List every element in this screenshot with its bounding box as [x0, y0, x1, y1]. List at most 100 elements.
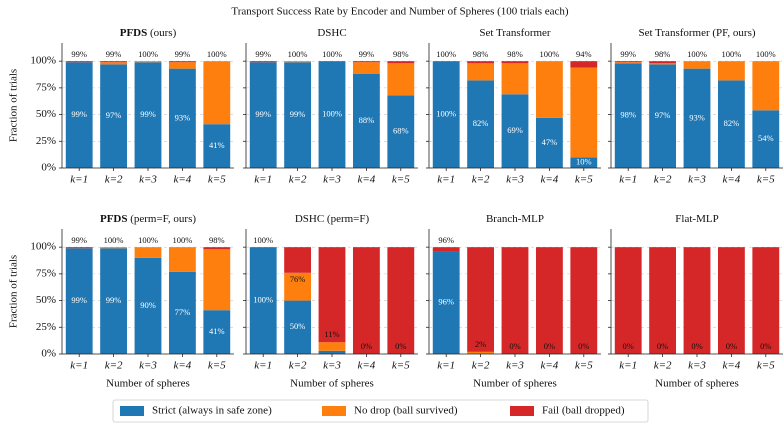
- total-label: 99%: [620, 49, 636, 59]
- x-tick-label: k=2: [472, 174, 490, 186]
- bar-segment: [387, 63, 415, 96]
- bar-segment: [134, 247, 162, 258]
- segment-label: 99%: [140, 109, 156, 119]
- x-tick-label: k=4: [173, 174, 191, 186]
- segment-label: 99%: [71, 109, 87, 119]
- bar-segment: [168, 271, 196, 354]
- x-tick-label: k=1: [254, 360, 272, 372]
- total-label: 0%: [726, 341, 737, 351]
- segment-label: 41%: [209, 326, 225, 336]
- panel-title-text: Set Transformer: [479, 27, 551, 39]
- x-tick-label: k=1: [619, 360, 637, 372]
- y-tick-label: 50%: [36, 294, 56, 306]
- x-tick-label: k=3: [506, 360, 524, 372]
- x-tick-label: k=4: [357, 174, 375, 186]
- total-label: 94%: [576, 49, 592, 59]
- total-label: 100%: [436, 49, 456, 59]
- bar-segment: [100, 64, 128, 168]
- bar-segment: [284, 300, 312, 354]
- legend-label: Strict (always in safe zone): [152, 405, 272, 417]
- y-tick-label: 75%: [36, 81, 56, 93]
- total-label: 0%: [623, 341, 634, 351]
- bar-segment: [203, 249, 231, 311]
- bar-segment: [432, 247, 460, 252]
- x-axis-label: Number of spheres: [473, 378, 557, 390]
- x-tick-label: k=2: [654, 360, 672, 372]
- segment-label: 93%: [175, 112, 191, 122]
- total-label: 100%: [687, 49, 707, 59]
- total-label: 100%: [539, 49, 559, 59]
- total-label: 0%: [544, 341, 555, 351]
- total-label: 99%: [106, 49, 122, 59]
- panel-title: PFDS (perm=F, ours): [100, 213, 196, 225]
- x-tick-label: k=3: [139, 174, 157, 186]
- y-tick-label: 100%: [30, 241, 56, 253]
- x-tick-label: k=3: [688, 174, 706, 186]
- bar-segment: [649, 64, 677, 168]
- x-axis-label: Number of spheres: [106, 378, 190, 390]
- x-tick-label: k=5: [757, 174, 775, 186]
- bar-segment: [100, 247, 128, 249]
- total-label: 0%: [578, 341, 589, 351]
- legend-box: [112, 399, 649, 423]
- panel-title: DSHC: [317, 27, 346, 39]
- segment-label: 54%: [758, 133, 774, 143]
- bar-segment: [614, 63, 642, 168]
- x-tick-label: k=5: [757, 360, 775, 372]
- total-label: 98%: [209, 235, 225, 245]
- x-tick-label: k=5: [392, 174, 410, 186]
- y-tick-label: 25%: [36, 321, 56, 333]
- bar-segment: [168, 62, 196, 69]
- panel-title: Branch-MLP: [486, 213, 544, 225]
- x-tick-label: k=5: [575, 360, 593, 372]
- bar-segment: [318, 342, 346, 351]
- bar-segment: [318, 350, 346, 354]
- total-label: 98%: [393, 49, 409, 59]
- figure-title: Transport Success Rate by Encoder and Nu…: [231, 6, 568, 18]
- segment-label: 99%: [106, 295, 122, 305]
- legend-swatch: [322, 406, 346, 416]
- bar-segment: [134, 62, 162, 168]
- x-tick-label: k=1: [619, 174, 637, 186]
- total-label: 98%: [473, 49, 489, 59]
- bar-segment: [352, 62, 380, 74]
- x-tick-label: k=3: [688, 360, 706, 372]
- panel-title-text: Set Transformer (PF, ours): [638, 27, 755, 39]
- segment-label: 68%: [393, 126, 409, 136]
- segment-label: 99%: [255, 109, 271, 119]
- total-label: 99%: [175, 49, 191, 59]
- segment-label: 99%: [71, 295, 87, 305]
- panel-title-bold: PFDS: [100, 213, 128, 225]
- segment-label: 96%: [438, 297, 454, 307]
- total-label: 100%: [138, 235, 158, 245]
- x-axis-label: Number of spheres: [290, 378, 374, 390]
- segment-label: 69%: [507, 125, 523, 135]
- bar-segment: [168, 247, 196, 272]
- bar-segment: [467, 80, 495, 168]
- bar-segment: [100, 62, 128, 65]
- segment-label: 90%: [140, 300, 156, 310]
- bar-segment: [284, 61, 312, 63]
- x-tick-label: k=1: [437, 174, 455, 186]
- bar-segment: [614, 62, 642, 64]
- x-tick-label: k=2: [289, 360, 307, 372]
- bar-segment: [501, 61, 529, 64]
- y-axis-label: Fraction of trials: [8, 255, 20, 328]
- bar-segment: [614, 247, 642, 354]
- x-tick-label: k=4: [540, 174, 558, 186]
- total-label: 98%: [655, 49, 671, 59]
- bar-segment: [570, 61, 598, 68]
- x-tick-label: k=3: [323, 174, 341, 186]
- panel-title: Flat-MLP: [675, 213, 718, 225]
- total-label: 96%: [438, 235, 454, 245]
- x-axis-label: Number of spheres: [655, 378, 739, 390]
- bar-segment: [683, 61, 711, 69]
- x-tick-label: k=5: [208, 174, 226, 186]
- panel-title-text: Branch-MLP: [486, 213, 544, 225]
- segment-label: 82%: [724, 118, 740, 128]
- segment-label: 82%: [473, 118, 489, 128]
- bar-segment: [752, 110, 780, 168]
- y-tick-label: 100%: [30, 55, 56, 67]
- bar-segment: [249, 247, 277, 354]
